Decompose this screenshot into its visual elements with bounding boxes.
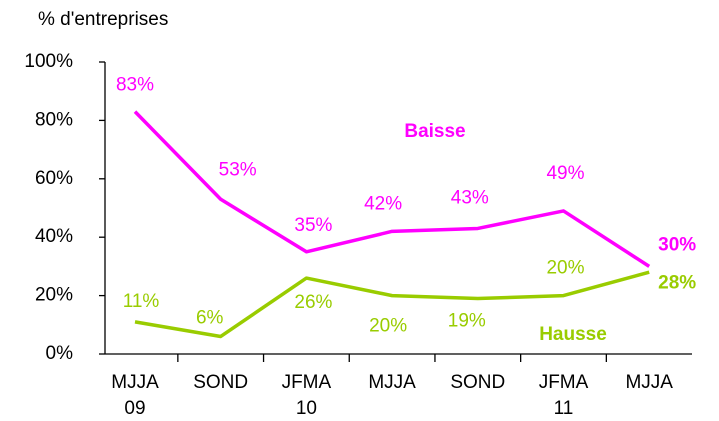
x-tick-label: MJJA	[368, 372, 416, 393]
data-label: 20%	[369, 316, 407, 337]
data-label: 35%	[294, 215, 332, 236]
y-tick-label: 80%	[35, 109, 73, 130]
data-label: 19%	[448, 311, 486, 332]
series-name: Baisse	[404, 121, 465, 142]
y-tick-label: 40%	[35, 226, 73, 247]
series-line	[133, 110, 651, 268]
series-line	[134, 270, 650, 339]
data-label: 53%	[219, 159, 257, 180]
y-tick-label: 20%	[35, 285, 73, 306]
y-tick-label: 0%	[46, 343, 74, 364]
y-tick-label: 100%	[24, 51, 73, 72]
x-tick-label: SOND	[193, 372, 249, 393]
data-label: 42%	[364, 193, 402, 214]
data-label: 6%	[196, 307, 224, 328]
data-label: 11%	[123, 291, 160, 312]
x-tick-label: MJJA 09	[111, 372, 159, 419]
y-tick-label: 60%	[35, 168, 73, 189]
data-label: 20%	[546, 258, 584, 279]
data-label: 28%	[658, 272, 696, 293]
x-tick-label: MJJA	[625, 372, 673, 393]
data-label: 83%	[116, 75, 154, 96]
series-name: Hausse	[539, 324, 607, 345]
data-label: 49%	[546, 163, 584, 184]
x-tick-label: JFMA 11	[538, 372, 589, 419]
y-axis-label: % d'entreprises	[38, 9, 168, 30]
data-label: 30%	[658, 234, 696, 255]
x-tick-label: SOND	[450, 372, 506, 393]
x-tick-label: JFMA 10	[281, 372, 332, 419]
data-label: 26%	[294, 292, 332, 313]
data-label: 43%	[451, 187, 489, 208]
